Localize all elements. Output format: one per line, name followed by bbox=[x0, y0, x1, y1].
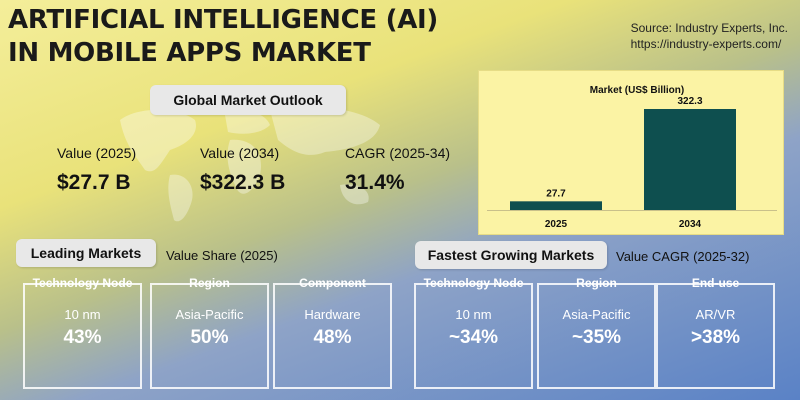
card-heading: Region bbox=[189, 276, 230, 290]
card-heading: End-use bbox=[691, 276, 740, 290]
kpi-label: CAGR (2025-34) bbox=[345, 145, 451, 161]
card-item: Asia-Pacific bbox=[562, 307, 631, 322]
leading-card-technology-node: Technology Node 10 nm 43% bbox=[23, 276, 142, 389]
card-value: >38% bbox=[690, 327, 741, 348]
card-value: 48% bbox=[313, 327, 352, 348]
data-label-2034: 322.3 bbox=[677, 96, 702, 107]
source-block: Source: Industry Experts, Inc. https://i… bbox=[631, 20, 788, 52]
kpi-value-2034: Value (2034) $322.3 B bbox=[200, 145, 285, 195]
source-url[interactable]: https://industry-experts.com/ bbox=[630, 37, 782, 51]
card-value: 43% bbox=[63, 327, 102, 348]
market-bar-chart: Market (US$ Billion) 27.7 2025 322.3 2034 bbox=[487, 85, 777, 230]
kpi-label: Value (2034) bbox=[200, 145, 280, 161]
card-item: 10 nm bbox=[64, 307, 101, 322]
global-market-outlook-label: Global Market Outlook bbox=[150, 85, 346, 115]
kpi-cagr: CAGR (2025-34) 31.4% bbox=[345, 145, 450, 195]
source-name: Source: Industry Experts, Inc. bbox=[630, 21, 788, 35]
fastest-growing-subtitle: Value CAGR (2025-32) bbox=[616, 249, 750, 264]
fastest-card-end-use: End-use AR/VR >38% bbox=[656, 276, 775, 389]
kpi-value: 31.4% bbox=[345, 171, 405, 194]
kpi-value-2025: Value (2025) $27.7 B bbox=[57, 145, 136, 195]
card-heading: Component bbox=[299, 276, 366, 290]
leading-markets-subtitle: Value Share (2025) bbox=[166, 248, 278, 263]
world-map-icon bbox=[120, 106, 380, 222]
tick-label-2034: 2034 bbox=[679, 219, 702, 230]
page-title: ARTIFICIAL INTELLIGENCE (AI) IN MOBILE A… bbox=[8, 4, 438, 70]
title-line-2: IN MOBILE APPS MARKET bbox=[8, 38, 371, 68]
leading-markets-label: Leading Markets bbox=[16, 239, 156, 267]
card-item: Hardware bbox=[304, 307, 361, 322]
card-value: 50% bbox=[190, 327, 229, 348]
bar-2034 bbox=[644, 109, 736, 210]
fastest-growing-markets-label: Fastest Growing Markets bbox=[415, 241, 607, 269]
kpi-value: $27.7 B bbox=[57, 171, 131, 194]
leading-card-region: Region Asia-Pacific 50% bbox=[150, 276, 269, 389]
card-heading: Region bbox=[576, 276, 617, 290]
card-value: ~34% bbox=[448, 327, 499, 348]
card-item: Asia-Pacific bbox=[175, 307, 244, 322]
card-heading: Technology Node bbox=[423, 276, 524, 290]
data-label-2025: 27.7 bbox=[546, 188, 566, 199]
fastest-card-region: Region Asia-Pacific ~35% bbox=[537, 276, 656, 389]
chart-title: Market (US$ Billion) bbox=[590, 85, 684, 96]
card-item: AR/VR bbox=[695, 307, 736, 322]
bar-2025 bbox=[510, 201, 602, 210]
card-item: 10 nm bbox=[455, 307, 492, 322]
kpi-value: $322.3 B bbox=[200, 171, 286, 194]
market-chart: Market (US$ Billion) 27.7 2025 322.3 2034 bbox=[478, 70, 784, 235]
kpi-label: Value (2025) bbox=[57, 145, 137, 161]
tick-label-2025: 2025 bbox=[545, 219, 568, 230]
leading-card-component: Component Hardware 48% bbox=[273, 276, 392, 389]
fastest-card-technology-node: Technology Node 10 nm ~34% bbox=[414, 276, 533, 389]
card-heading: Technology Node bbox=[32, 276, 133, 290]
title-line-1: ARTIFICIAL INTELLIGENCE (AI) bbox=[8, 5, 438, 35]
card-value: ~35% bbox=[571, 327, 622, 348]
